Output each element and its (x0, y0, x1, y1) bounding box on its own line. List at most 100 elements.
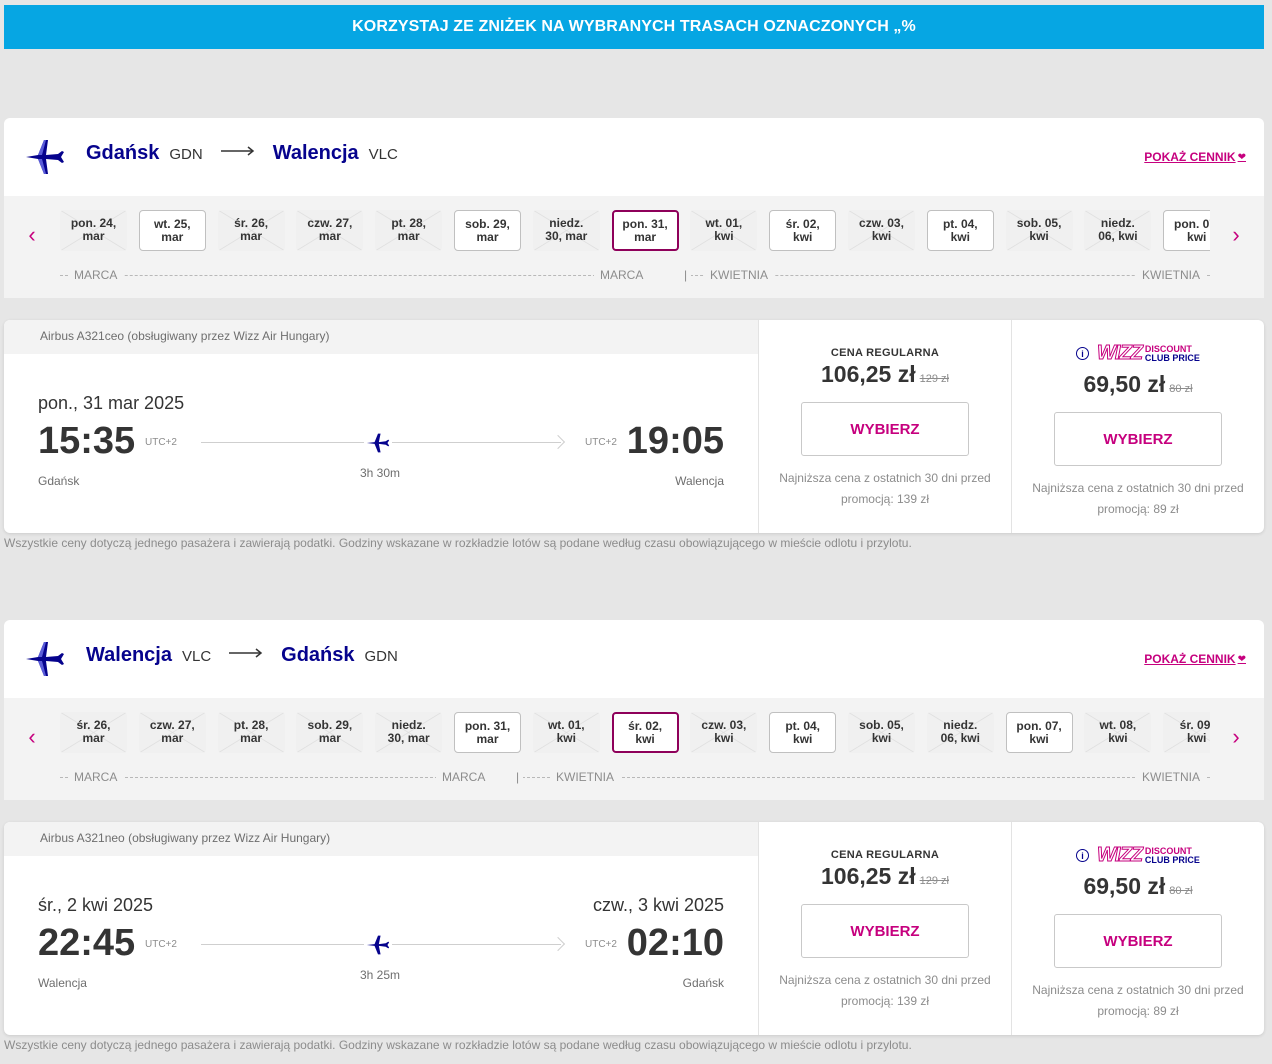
regular-lowest-price-note: Najniższa cena z ostatnich 30 dni przed … (779, 471, 991, 506)
info-icon[interactable]: i (1076, 347, 1090, 360)
date-option-month: 30, mar (387, 731, 430, 745)
date-option[interactable]: pt. 04, kwi (769, 712, 837, 753)
date-list: śr. 26, mar czw. 27, mar pt. 28, mar sob. 29, m… (60, 712, 1210, 754)
date-option-month: kwi (1187, 230, 1207, 244)
date-option-month: kwi (871, 229, 892, 243)
airplane-icon (364, 932, 392, 958)
wizz-logo-text: WIZZ (1097, 342, 1144, 365)
route-header: Walencja VLC Gdańsk GDN POKAŻ CENNIK ❤ (4, 620, 1264, 698)
airplane-icon (26, 140, 64, 174)
prev-dates-chevron-icon[interactable]: ‹ (28, 724, 36, 749)
date-option-month: mar (318, 731, 341, 745)
show-prices-label: POKAŻ CENNIK (1144, 652, 1236, 666)
route-header: Gdańsk GDN Walencja VLC POKAŻ CENNIK ❤ (4, 118, 1264, 196)
heart-icon: ❤ (1237, 653, 1246, 665)
date-option-day: śr. 26, (76, 718, 111, 732)
club-price-text: CLUB PRICE (1144, 854, 1200, 865)
dest-code: VLC (368, 146, 398, 163)
date-option-day: wt. 01, (705, 216, 743, 230)
select-regular-button[interactable]: WYBIERZ (801, 904, 969, 958)
info-icon[interactable]: i (1076, 849, 1090, 862)
date-list: pon. 24, mar wt. 25, mar śr. 26, mar czw. 27, m… (60, 210, 1210, 252)
date-option[interactable]: pon. 31, mar (454, 712, 521, 753)
regular-price-column: CENA REGULARNA 106,25 zł 129 zł WYBIERZ … (758, 822, 1011, 1035)
date-option-month: mar (161, 230, 184, 244)
next-dates-chevron-icon[interactable]: › (1232, 222, 1240, 247)
date-option[interactable]: pon. 07,kwi (1163, 210, 1210, 251)
regular-price-row: 106,25 zł 129 zł (759, 361, 1011, 388)
date-option: niedz. 30, mar (375, 712, 443, 753)
date-option-day: pt. 28, (233, 718, 269, 732)
date-option-day: pon. 07, (1016, 719, 1062, 733)
origin-city: Walencja (86, 644, 172, 666)
date-option-day: wt. 25, (153, 217, 191, 231)
date-option: pt. 28, mar (375, 210, 443, 251)
departure-city: Gdańsk (38, 474, 80, 488)
dest-city: Walencja (272, 142, 359, 164)
arrival-utc: UTC+2 (585, 437, 617, 448)
date-option-month: mar (634, 230, 657, 244)
month-labels: MARCA MARCA KWIETNIA KWIETNIA | (60, 268, 1210, 282)
date-option: śr. 26, mar (217, 210, 285, 251)
date-option: śr. 26, mar (60, 712, 127, 753)
month-label: MARCA (68, 268, 124, 282)
date-option[interactable]: pon. 31, mar (611, 210, 679, 251)
departure-utc: UTC+2 (145, 939, 177, 950)
date-option[interactable]: pon. 07,kwi (1005, 712, 1073, 753)
date-option-month: mar (318, 229, 341, 243)
show-prices-link[interactable]: POKAŻ CENNIK ❤ (1144, 150, 1246, 164)
date-option[interactable]: pt. 04, kwi (926, 210, 994, 251)
departure-time: 22:45 (38, 922, 136, 964)
date-option-day: pon. 31, (622, 217, 668, 231)
date-option-month: kwi (635, 732, 655, 746)
departure-utc: UTC+2 (145, 437, 177, 448)
regular-old-price: 129 zł (919, 875, 949, 887)
date-option[interactable]: wt. 25, mar (138, 210, 206, 251)
date-option-month: 06, kwi (940, 731, 980, 745)
date-option[interactable]: sob. 29, mar (454, 210, 521, 251)
arrow-right-icon (550, 936, 566, 952)
arrival-city: Gdańsk (682, 976, 724, 990)
date-option-day: pt. 04, (785, 719, 821, 733)
month-label: KWIETNIA (1136, 268, 1207, 282)
discount-club-header: i WIZZ DISCOUNT CLUB PRICE (1012, 342, 1264, 365)
date-option-month: kwi (1187, 731, 1207, 745)
discount-club-header: i WIZZ DISCOUNT CLUB PRICE (1012, 844, 1264, 867)
arrival-date: czw., 3 kwi 2025 (592, 895, 724, 915)
regular-price-label: CENA REGULARNA (830, 849, 940, 861)
regular-price-column: CENA REGULARNA 106,25 zł 129 zł WYBIERZ … (758, 320, 1011, 533)
date-option-day: niedz. (549, 216, 584, 230)
arrival-time: 02:10 (626, 922, 724, 964)
club-price-column: i WIZZ DISCOUNT CLUB PRICE 69,50 zł 80 zł… (1011, 320, 1264, 533)
select-club-button[interactable]: WYBIERZ (1054, 914, 1222, 968)
next-dates-chevron-icon[interactable]: › (1232, 724, 1240, 749)
date-option-day: niedz. (1100, 216, 1135, 230)
regular-old-price: 129 zł (919, 373, 949, 385)
regular-price-row: 106,25 zł 129 zł (759, 863, 1011, 890)
select-regular-button[interactable]: WYBIERZ (801, 402, 969, 456)
date-option: niedz. 30, mar (532, 210, 600, 251)
date-option-month: kwi (556, 731, 576, 745)
date-option[interactable]: śr. 02, kwi (611, 712, 679, 753)
price-disclaimer: Wszystkie ceny dotyczą jednego pasażera … (4, 1038, 912, 1052)
month-label: MARCA (68, 770, 124, 784)
airplane-icon (26, 642, 64, 676)
route-arrow-icon (220, 146, 254, 156)
date-option-month: kwi (793, 732, 813, 746)
month-label: MARCA (594, 268, 650, 282)
date-option-day: niedz. (391, 718, 426, 732)
prev-dates-chevron-icon[interactable]: ‹ (28, 222, 36, 247)
date-option-day: śr. 26, (234, 216, 269, 230)
select-club-button[interactable]: WYBIERZ (1054, 412, 1222, 466)
discount-text: DISCOUNT (1144, 343, 1192, 354)
origin-city: Gdańsk (86, 142, 160, 164)
date-option-month: mar (240, 229, 263, 243)
departure-date: pon., 31 mar 2025 (38, 393, 185, 413)
show-prices-link[interactable]: POKAŻ CENNIK ❤ (1144, 652, 1246, 666)
flight-details: Airbus A321neo (obsługiwany przez Wizz A… (4, 822, 758, 1035)
departure-time: 15:35 (38, 420, 136, 462)
origin-code: VLC (181, 648, 212, 665)
date-option-day: śr. 02, (785, 217, 820, 231)
date-option[interactable]: śr. 02, kwi (769, 210, 837, 251)
date-option-day: pon. 07, (1174, 217, 1210, 231)
